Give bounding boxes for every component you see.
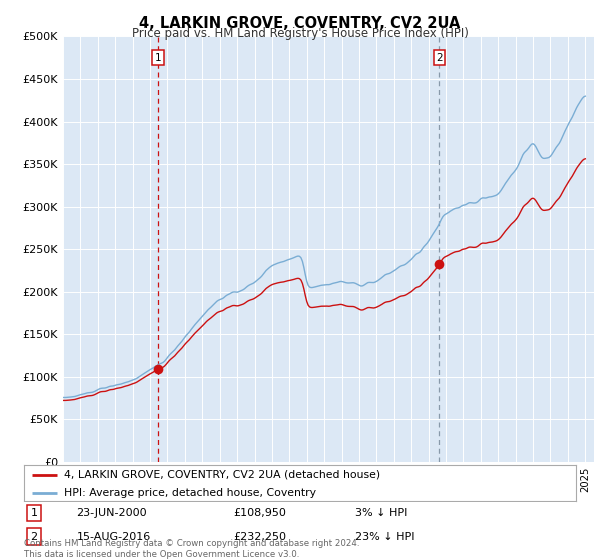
Text: 23% ↓ HPI: 23% ↓ HPI [355,531,415,542]
Text: 2: 2 [436,53,443,63]
Text: 23-JUN-2000: 23-JUN-2000 [76,508,147,518]
Text: Price paid vs. HM Land Registry's House Price Index (HPI): Price paid vs. HM Land Registry's House … [131,27,469,40]
Text: £232,250: £232,250 [234,531,287,542]
Text: 1: 1 [155,53,161,63]
Text: 4, LARKIN GROVE, COVENTRY, CV2 2UA (detached house): 4, LARKIN GROVE, COVENTRY, CV2 2UA (deta… [64,470,380,480]
Text: 3% ↓ HPI: 3% ↓ HPI [355,508,407,518]
Text: 15-AUG-2016: 15-AUG-2016 [76,531,151,542]
Text: 1: 1 [31,508,37,518]
Text: £108,950: £108,950 [234,508,287,518]
Text: 4, LARKIN GROVE, COVENTRY, CV2 2UA: 4, LARKIN GROVE, COVENTRY, CV2 2UA [139,16,461,31]
Text: Contains HM Land Registry data © Crown copyright and database right 2024.
This d: Contains HM Land Registry data © Crown c… [24,539,359,559]
Text: 2: 2 [31,531,37,542]
Text: HPI: Average price, detached house, Coventry: HPI: Average price, detached house, Cove… [64,488,316,498]
